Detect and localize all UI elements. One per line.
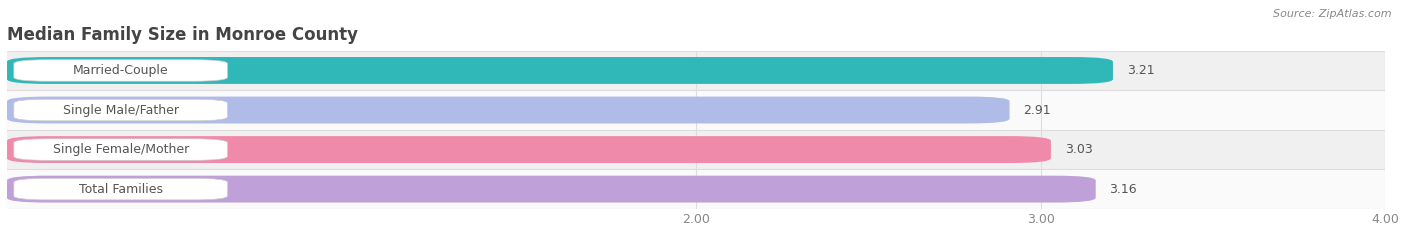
- Text: Married-Couple: Married-Couple: [73, 64, 169, 77]
- FancyBboxPatch shape: [7, 169, 1385, 209]
- Text: 3.21: 3.21: [1126, 64, 1154, 77]
- Text: Source: ZipAtlas.com: Source: ZipAtlas.com: [1274, 9, 1392, 19]
- Text: Total Families: Total Families: [79, 183, 163, 196]
- Text: 3.03: 3.03: [1064, 143, 1092, 156]
- FancyBboxPatch shape: [14, 99, 228, 121]
- FancyBboxPatch shape: [14, 178, 228, 200]
- FancyBboxPatch shape: [7, 96, 1010, 123]
- Text: Median Family Size in Monroe County: Median Family Size in Monroe County: [7, 26, 359, 44]
- Text: Single Female/Mother: Single Female/Mother: [52, 143, 188, 156]
- FancyBboxPatch shape: [7, 51, 1385, 90]
- FancyBboxPatch shape: [7, 176, 1095, 202]
- FancyBboxPatch shape: [14, 139, 228, 160]
- FancyBboxPatch shape: [7, 57, 1114, 84]
- Text: 2.91: 2.91: [1024, 103, 1050, 116]
- Text: Single Male/Father: Single Male/Father: [63, 103, 179, 116]
- FancyBboxPatch shape: [7, 90, 1385, 130]
- FancyBboxPatch shape: [7, 136, 1050, 163]
- Text: 3.16: 3.16: [1109, 183, 1137, 196]
- FancyBboxPatch shape: [14, 60, 228, 81]
- FancyBboxPatch shape: [7, 130, 1385, 169]
